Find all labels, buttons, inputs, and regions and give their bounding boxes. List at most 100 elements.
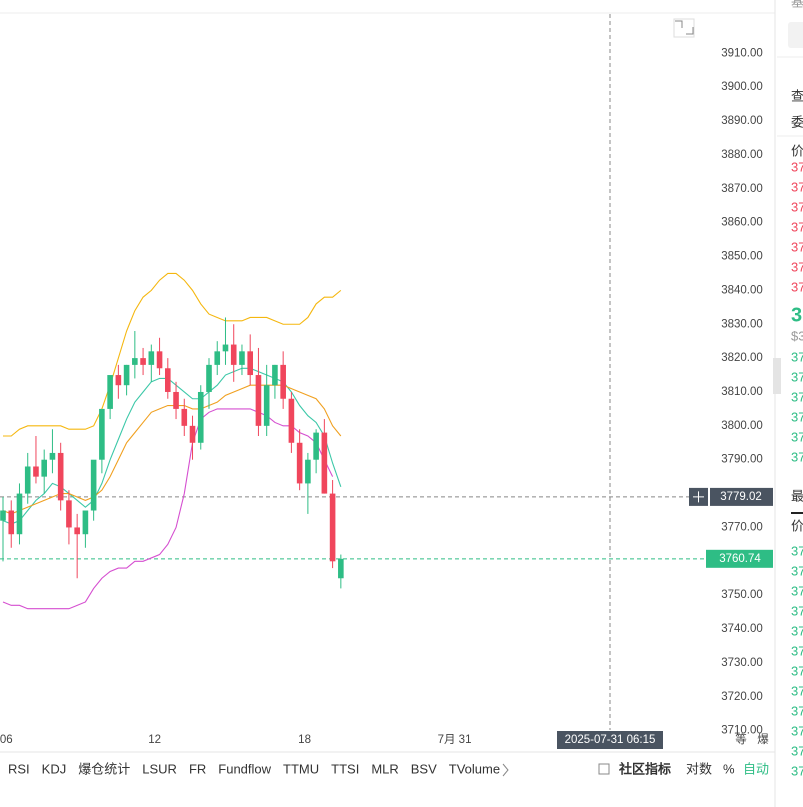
candle-body [272, 364, 278, 386]
candle-body [222, 344, 229, 352]
trade-price: 37 [791, 543, 803, 558]
panel-label: 查 [791, 88, 803, 103]
trade-price: 37 [791, 583, 803, 598]
y-tick-label: 3710.00 [721, 725, 763, 737]
trade-price: 37 [791, 603, 803, 618]
indicator-button[interactable]: RSI [8, 761, 30, 776]
indicator-button[interactable]: BSV [411, 761, 437, 776]
candle-body [90, 459, 97, 511]
crosshair-price-box [710, 487, 773, 506]
candle-body [280, 364, 286, 399]
percent-button[interactable]: % [723, 761, 735, 776]
y-tick-label: 3890.00 [721, 115, 763, 127]
candle-body [24, 466, 31, 494]
y-tick-label: 3770.00 [721, 521, 763, 533]
book-header: 价 [791, 143, 803, 158]
candle-body [57, 452, 64, 501]
mid-price: 3 [791, 304, 802, 326]
indicator-button[interactable]: LSUR [142, 761, 177, 776]
candle-body [99, 408, 105, 460]
candle-body [16, 493, 23, 535]
candle-body [321, 432, 328, 494]
bid-price: 37 [791, 349, 803, 364]
more-arrow[interactable] [502, 763, 509, 777]
trades-header: 价 [791, 518, 803, 533]
candle-body [296, 442, 303, 484]
ask-price: 37 [791, 279, 803, 294]
candle-body [239, 351, 245, 365]
ask-price: 37 [791, 159, 803, 174]
log-button[interactable]: 对数 [686, 761, 712, 776]
candle-body [181, 408, 188, 426]
candle-body [288, 398, 295, 443]
trade-price: 37 [791, 683, 803, 698]
candle-body [329, 493, 336, 562]
auto-button[interactable]: 自动 [743, 761, 769, 776]
candle-body [115, 375, 122, 386]
y-tick-label: 3850.00 [721, 251, 763, 263]
ask-price: 37 [791, 259, 803, 274]
candle-body [66, 500, 72, 528]
candle-body [148, 351, 155, 365]
indicator-button[interactable]: Fundflow [218, 761, 271, 776]
candle-body [230, 344, 237, 365]
fullscreen-button[interactable] [673, 18, 695, 38]
candle-body [8, 510, 15, 535]
fullscreen-icon[interactable] [675, 20, 694, 35]
x-tick-label: 12 [148, 734, 161, 746]
candle-body [206, 364, 212, 392]
indicator-button[interactable]: KDJ [42, 761, 67, 776]
indicator-line [3, 272, 342, 437]
trade-price: 37 [791, 663, 803, 678]
axis-button[interactable]: 等 [735, 732, 747, 746]
indicator-line [2, 367, 342, 525]
trade-price: 37 [791, 623, 803, 638]
crosshair-price: 3779.02 [720, 491, 762, 503]
y-tick-label: 3880.00 [721, 149, 763, 161]
mid-usd: $3 [791, 328, 803, 343]
candle-body [305, 459, 311, 484]
axis-button[interactable]: 爆 [757, 732, 769, 746]
candle-body [165, 368, 171, 392]
y-tick-label: 3740.00 [721, 623, 763, 635]
y-tick-label: 3720.00 [721, 691, 763, 703]
crosshair-time-box [557, 731, 663, 749]
candle-body [0, 510, 6, 521]
indicator-button[interactable]: TTMU [283, 761, 319, 776]
y-tick-label: 3730.00 [721, 657, 763, 669]
indicator-button[interactable]: MLR [371, 761, 398, 776]
candle-body [313, 432, 319, 460]
x-tick-label: 06 [0, 734, 13, 746]
x-tick-label: 7月 31 [438, 734, 472, 746]
edit-icon[interactable] [598, 763, 610, 775]
panel-select[interactable] [788, 22, 803, 48]
trade-price: 37 [791, 703, 803, 718]
indicator-button[interactable]: TVolume [449, 761, 500, 776]
ask-price: 37 [791, 199, 803, 214]
indicator-button[interactable]: FR [189, 761, 206, 776]
community-indicator[interactable]: 社区指标 [618, 761, 671, 776]
y-tick-label: 3900.00 [721, 81, 763, 93]
candle-body [132, 358, 138, 365]
candle-body [255, 375, 262, 426]
candle-body [247, 351, 253, 376]
bid-price: 37 [791, 409, 803, 424]
candle-body [156, 351, 163, 369]
candle-body [123, 364, 130, 386]
candle-body [49, 452, 56, 460]
bid-price: 37 [791, 389, 803, 404]
trade-price: 37 [791, 763, 803, 778]
trade-price: 37 [791, 643, 803, 658]
candle-body [173, 391, 179, 409]
trades-title: 最 [791, 488, 803, 503]
trade-price: 37 [791, 723, 803, 738]
indicator-button[interactable]: 爆仓统计 [78, 761, 130, 776]
candle-body [263, 385, 270, 426]
panel-label: 基 [791, 0, 803, 9]
candle-body [189, 425, 196, 443]
trade-price: 37 [791, 743, 803, 758]
indicator-button[interactable]: TTSI [331, 761, 359, 776]
y-tick-label: 3800.00 [721, 420, 763, 432]
panel-toggle[interactable] [773, 358, 781, 394]
y-tick-label: 3790.00 [721, 454, 763, 466]
